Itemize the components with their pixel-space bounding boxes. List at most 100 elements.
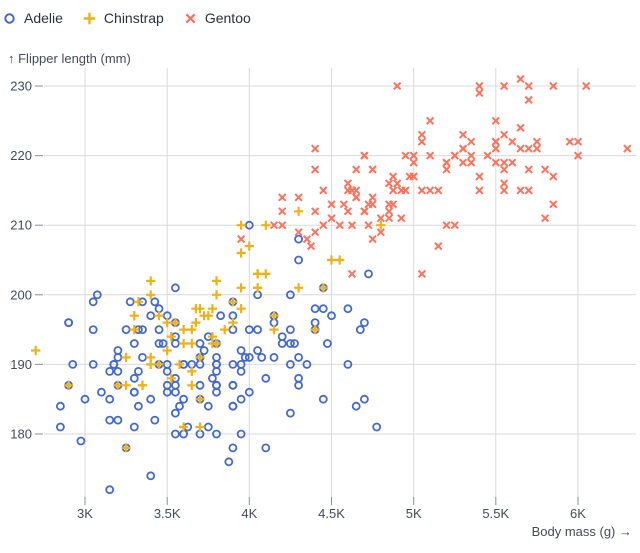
data-point-adelie xyxy=(285,408,295,418)
data-point-chinstrap xyxy=(166,332,176,342)
data-point-adelie xyxy=(212,429,221,439)
data-point-gentoo xyxy=(475,88,484,98)
data-point-gentoo xyxy=(343,207,353,216)
data-point-chinstrap xyxy=(203,311,213,321)
data-point-gentoo xyxy=(364,221,373,230)
data-point-adelie xyxy=(56,422,65,432)
data-point-chinstrap xyxy=(113,380,123,390)
x-tick-label: 6K xyxy=(570,506,586,521)
chinstrap-plus-icon xyxy=(83,12,96,24)
data-point-adelie xyxy=(257,352,267,362)
data-point-gentoo xyxy=(516,144,525,153)
data-point-gentoo xyxy=(278,207,287,216)
data-point-chinstrap xyxy=(121,380,131,390)
data-point-chinstrap xyxy=(269,325,279,335)
data-point-adelie xyxy=(236,366,246,376)
data-point-gentoo xyxy=(360,151,369,160)
data-point-gentoo xyxy=(425,186,435,195)
data-point-adelie xyxy=(228,380,238,390)
data-point-gentoo xyxy=(499,81,509,91)
data-point-adelie xyxy=(285,339,295,348)
data-point-chinstrap xyxy=(261,269,271,279)
tick-labels: 180 190 200 210 220 230 3K 3.5K 4K 4.5K 5K 5.5K 6K xyxy=(10,79,586,522)
data-point-gentoo xyxy=(499,186,509,195)
data-point-gentoo xyxy=(549,172,558,181)
data-point-gentoo xyxy=(327,214,336,223)
data-point-chinstrap xyxy=(187,325,197,335)
data-point-adelie xyxy=(261,443,271,453)
data-point-adelie xyxy=(113,346,123,355)
legend-label-gentoo: Gentoo xyxy=(204,9,251,26)
data-point-adelie xyxy=(302,359,312,369)
data-point-adelie xyxy=(179,394,189,404)
x-axis-title: Body mass (g) → xyxy=(531,524,632,539)
data-point-gentoo xyxy=(549,81,558,91)
data-point-gentoo xyxy=(278,221,287,230)
legend-label-adelie: Adelie xyxy=(24,9,63,26)
data-point-gentoo xyxy=(310,165,320,174)
data-point-gentoo xyxy=(475,172,484,181)
data-point-gentoo xyxy=(417,137,427,146)
data-point-chinstrap xyxy=(174,359,185,369)
data-point-adelie xyxy=(290,339,299,348)
data-point-adelie xyxy=(244,220,254,230)
data-point-gentoo xyxy=(294,193,303,202)
data-point-adelie xyxy=(253,325,263,335)
data-point-adelie xyxy=(113,352,123,362)
data-point-adelie xyxy=(162,380,172,390)
data-point-adelie xyxy=(129,339,139,348)
data-point-adelie xyxy=(351,401,361,411)
data-point-adelie xyxy=(199,346,209,355)
data-point-chinstrap xyxy=(207,338,217,349)
data-point-gentoo xyxy=(343,179,353,188)
data-point-gentoo xyxy=(467,151,476,160)
data-point-chinstrap xyxy=(146,290,156,300)
data-point-gentoo xyxy=(524,95,533,105)
data-point-gentoo xyxy=(516,123,525,132)
data-point-chinstrap xyxy=(195,352,205,362)
data-point-gentoo xyxy=(269,221,279,230)
data-point-chinstrap xyxy=(376,220,386,230)
data-point-adelie xyxy=(203,422,213,432)
x-tick-label: 5K xyxy=(406,506,422,521)
data-point-gentoo xyxy=(393,179,402,188)
data-point-adelie xyxy=(212,387,221,397)
legend: Adelie Chinstrap Gentoo xyxy=(2,8,251,28)
data-point-gentoo xyxy=(405,172,414,181)
data-point-adelie xyxy=(355,325,365,335)
series-gentoo xyxy=(236,74,632,279)
data-point-adelie xyxy=(253,346,263,355)
data-point-adelie xyxy=(138,352,147,362)
data-point-adelie xyxy=(133,401,143,411)
data-point-chinstrap xyxy=(121,443,131,453)
data-point-chinstrap xyxy=(64,380,74,390)
data-point-adelie xyxy=(150,297,160,307)
data-point-gentoo xyxy=(368,165,377,174)
data-point-chinstrap xyxy=(228,297,238,307)
y-axis-title: ↑ Flipper length (mm) xyxy=(8,51,131,66)
data-point-adelie xyxy=(154,325,164,335)
data-point-gentoo xyxy=(335,221,344,230)
data-point-gentoo xyxy=(475,186,484,195)
data-point-adelie xyxy=(236,346,246,355)
data-point-adelie xyxy=(244,387,254,397)
data-point-gentoo xyxy=(397,186,406,195)
data-point-chinstrap xyxy=(179,422,189,432)
data-point-adelie xyxy=(318,304,328,314)
data-point-adelie xyxy=(285,290,295,300)
data-point-chinstrap xyxy=(236,283,246,293)
data-point-chinstrap xyxy=(179,325,189,335)
data-point-gentoo xyxy=(499,130,509,139)
data-point-gentoo xyxy=(499,165,509,174)
data-point-chinstrap xyxy=(191,304,201,314)
x-tick-label: 4.5K xyxy=(318,506,345,521)
data-point-adelie xyxy=(359,394,369,404)
data-point-chinstrap xyxy=(179,338,189,349)
data-point-adelie xyxy=(113,415,123,425)
legend-item-chinstrap: Chinstrap xyxy=(82,10,164,26)
data-point-adelie xyxy=(277,339,287,348)
data-point-gentoo xyxy=(397,214,406,223)
data-point-gentoo xyxy=(582,81,591,91)
data-point-gentoo xyxy=(623,144,632,153)
data-point-chinstrap xyxy=(129,311,139,321)
